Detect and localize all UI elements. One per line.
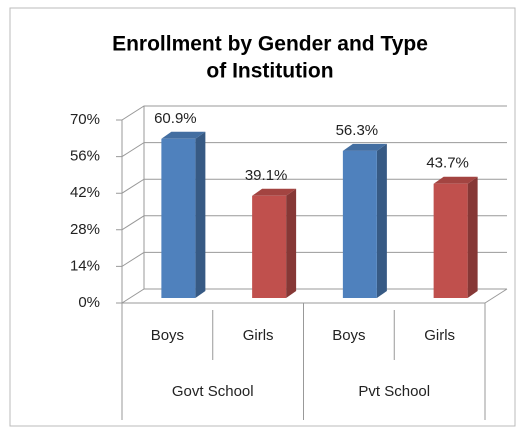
- grid-line: [116, 142, 507, 158]
- grid-line: [116, 288, 507, 304]
- bar: [433, 176, 478, 298]
- bar: [342, 143, 387, 298]
- bar-top: [252, 188, 297, 196]
- bar-front: [342, 150, 377, 298]
- bar-front: [433, 183, 468, 298]
- x-tick-label: Boys: [151, 327, 184, 344]
- y-tick-label: 28%: [70, 221, 100, 238]
- bar-side: [286, 188, 297, 298]
- chart-title: of Institution: [206, 60, 333, 83]
- grid-line: [116, 251, 507, 267]
- bar-side: [467, 176, 478, 298]
- y-tick-label: 14%: [70, 257, 100, 274]
- bar: [161, 131, 206, 298]
- y-tick-label: 70%: [70, 111, 100, 128]
- y-tick-label: 56%: [70, 148, 100, 165]
- bar-front: [161, 138, 196, 298]
- axis-line: [484, 288, 508, 304]
- grid-line: [116, 215, 507, 231]
- y-tick-label: 0%: [78, 294, 100, 311]
- y-tick-label: 42%: [70, 184, 100, 201]
- data-label: 43.7%: [426, 155, 469, 172]
- bar-front: [252, 195, 287, 298]
- chart-title: Enrollment by Gender and Type: [112, 33, 428, 56]
- data-label: 60.9%: [154, 110, 197, 127]
- grid-line: [116, 105, 507, 121]
- bar-side: [376, 143, 387, 298]
- bar-side: [195, 131, 206, 298]
- group-label: Pvt School: [358, 383, 430, 400]
- bar-top: [433, 176, 478, 184]
- group-label: Govt School: [172, 383, 254, 400]
- x-tick-label: Girls: [243, 327, 274, 344]
- bar-top: [161, 131, 206, 139]
- bar: [252, 188, 297, 298]
- bar-top: [342, 143, 387, 151]
- x-tick-label: Boys: [332, 327, 365, 344]
- grid-line: [116, 178, 507, 194]
- x-tick-label: Girls: [424, 327, 455, 344]
- data-label: 39.1%: [245, 167, 288, 184]
- data-label: 56.3%: [336, 122, 379, 139]
